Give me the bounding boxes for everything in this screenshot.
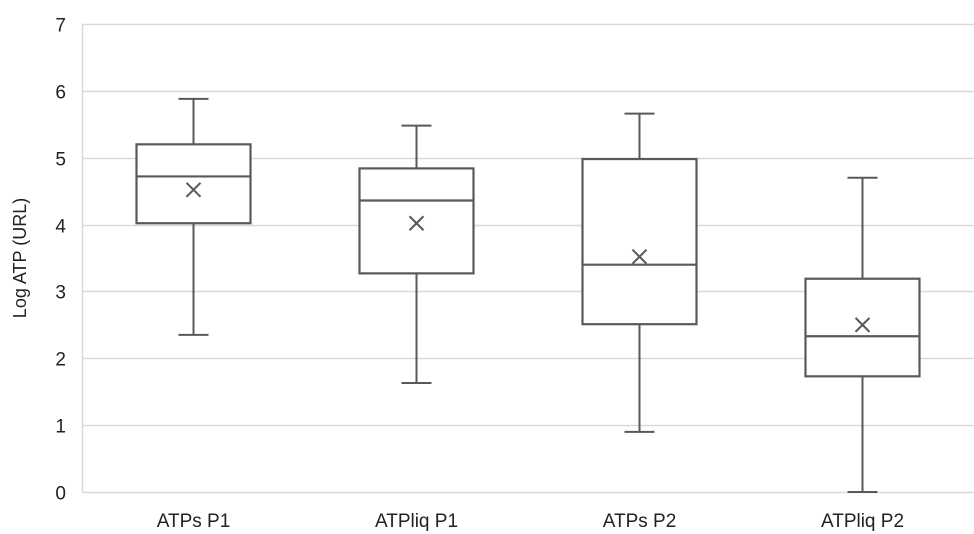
box-1: [135, 97, 252, 336]
y-tick-label: 6: [55, 83, 66, 104]
x-category-label: ATPs P2: [603, 511, 677, 532]
y-axis-tick-labels: 0 1 2 3 4 5 6 7: [55, 16, 66, 505]
box-4: [804, 176, 921, 493]
box-2: [358, 124, 475, 385]
iqr-box: [581, 157, 698, 326]
mean-marker: [185, 182, 202, 198]
y-tick-label: 7: [55, 16, 66, 37]
y-tick-label: 5: [55, 150, 66, 171]
x-category-label: ATPliq P1: [375, 511, 458, 532]
mean-marker: [408, 215, 425, 231]
y-tick-label: 4: [55, 217, 66, 238]
box-3: [581, 112, 698, 433]
x-axis-category-labels: ATPs P1 ATPliq P1 ATPs P2 ATPliq P2: [157, 511, 904, 532]
x-category-label: ATPs P1: [157, 511, 231, 532]
gridlines: [81, 23, 974, 494]
mean-marker: [854, 317, 871, 333]
iqr-box: [135, 143, 252, 225]
y-axis-title: Log ATP (URL): [10, 198, 30, 318]
mean-marker: [631, 248, 648, 265]
y-tick-label: 2: [55, 350, 66, 371]
boxes: [135, 97, 921, 493]
y-tick-label: 3: [55, 283, 66, 304]
x-category-label: ATPliq P2: [821, 511, 904, 532]
y-tick-label: 1: [55, 417, 66, 438]
iqr-box: [358, 167, 475, 275]
y-tick-label: 0: [55, 484, 66, 505]
iqr-box: [804, 277, 921, 378]
